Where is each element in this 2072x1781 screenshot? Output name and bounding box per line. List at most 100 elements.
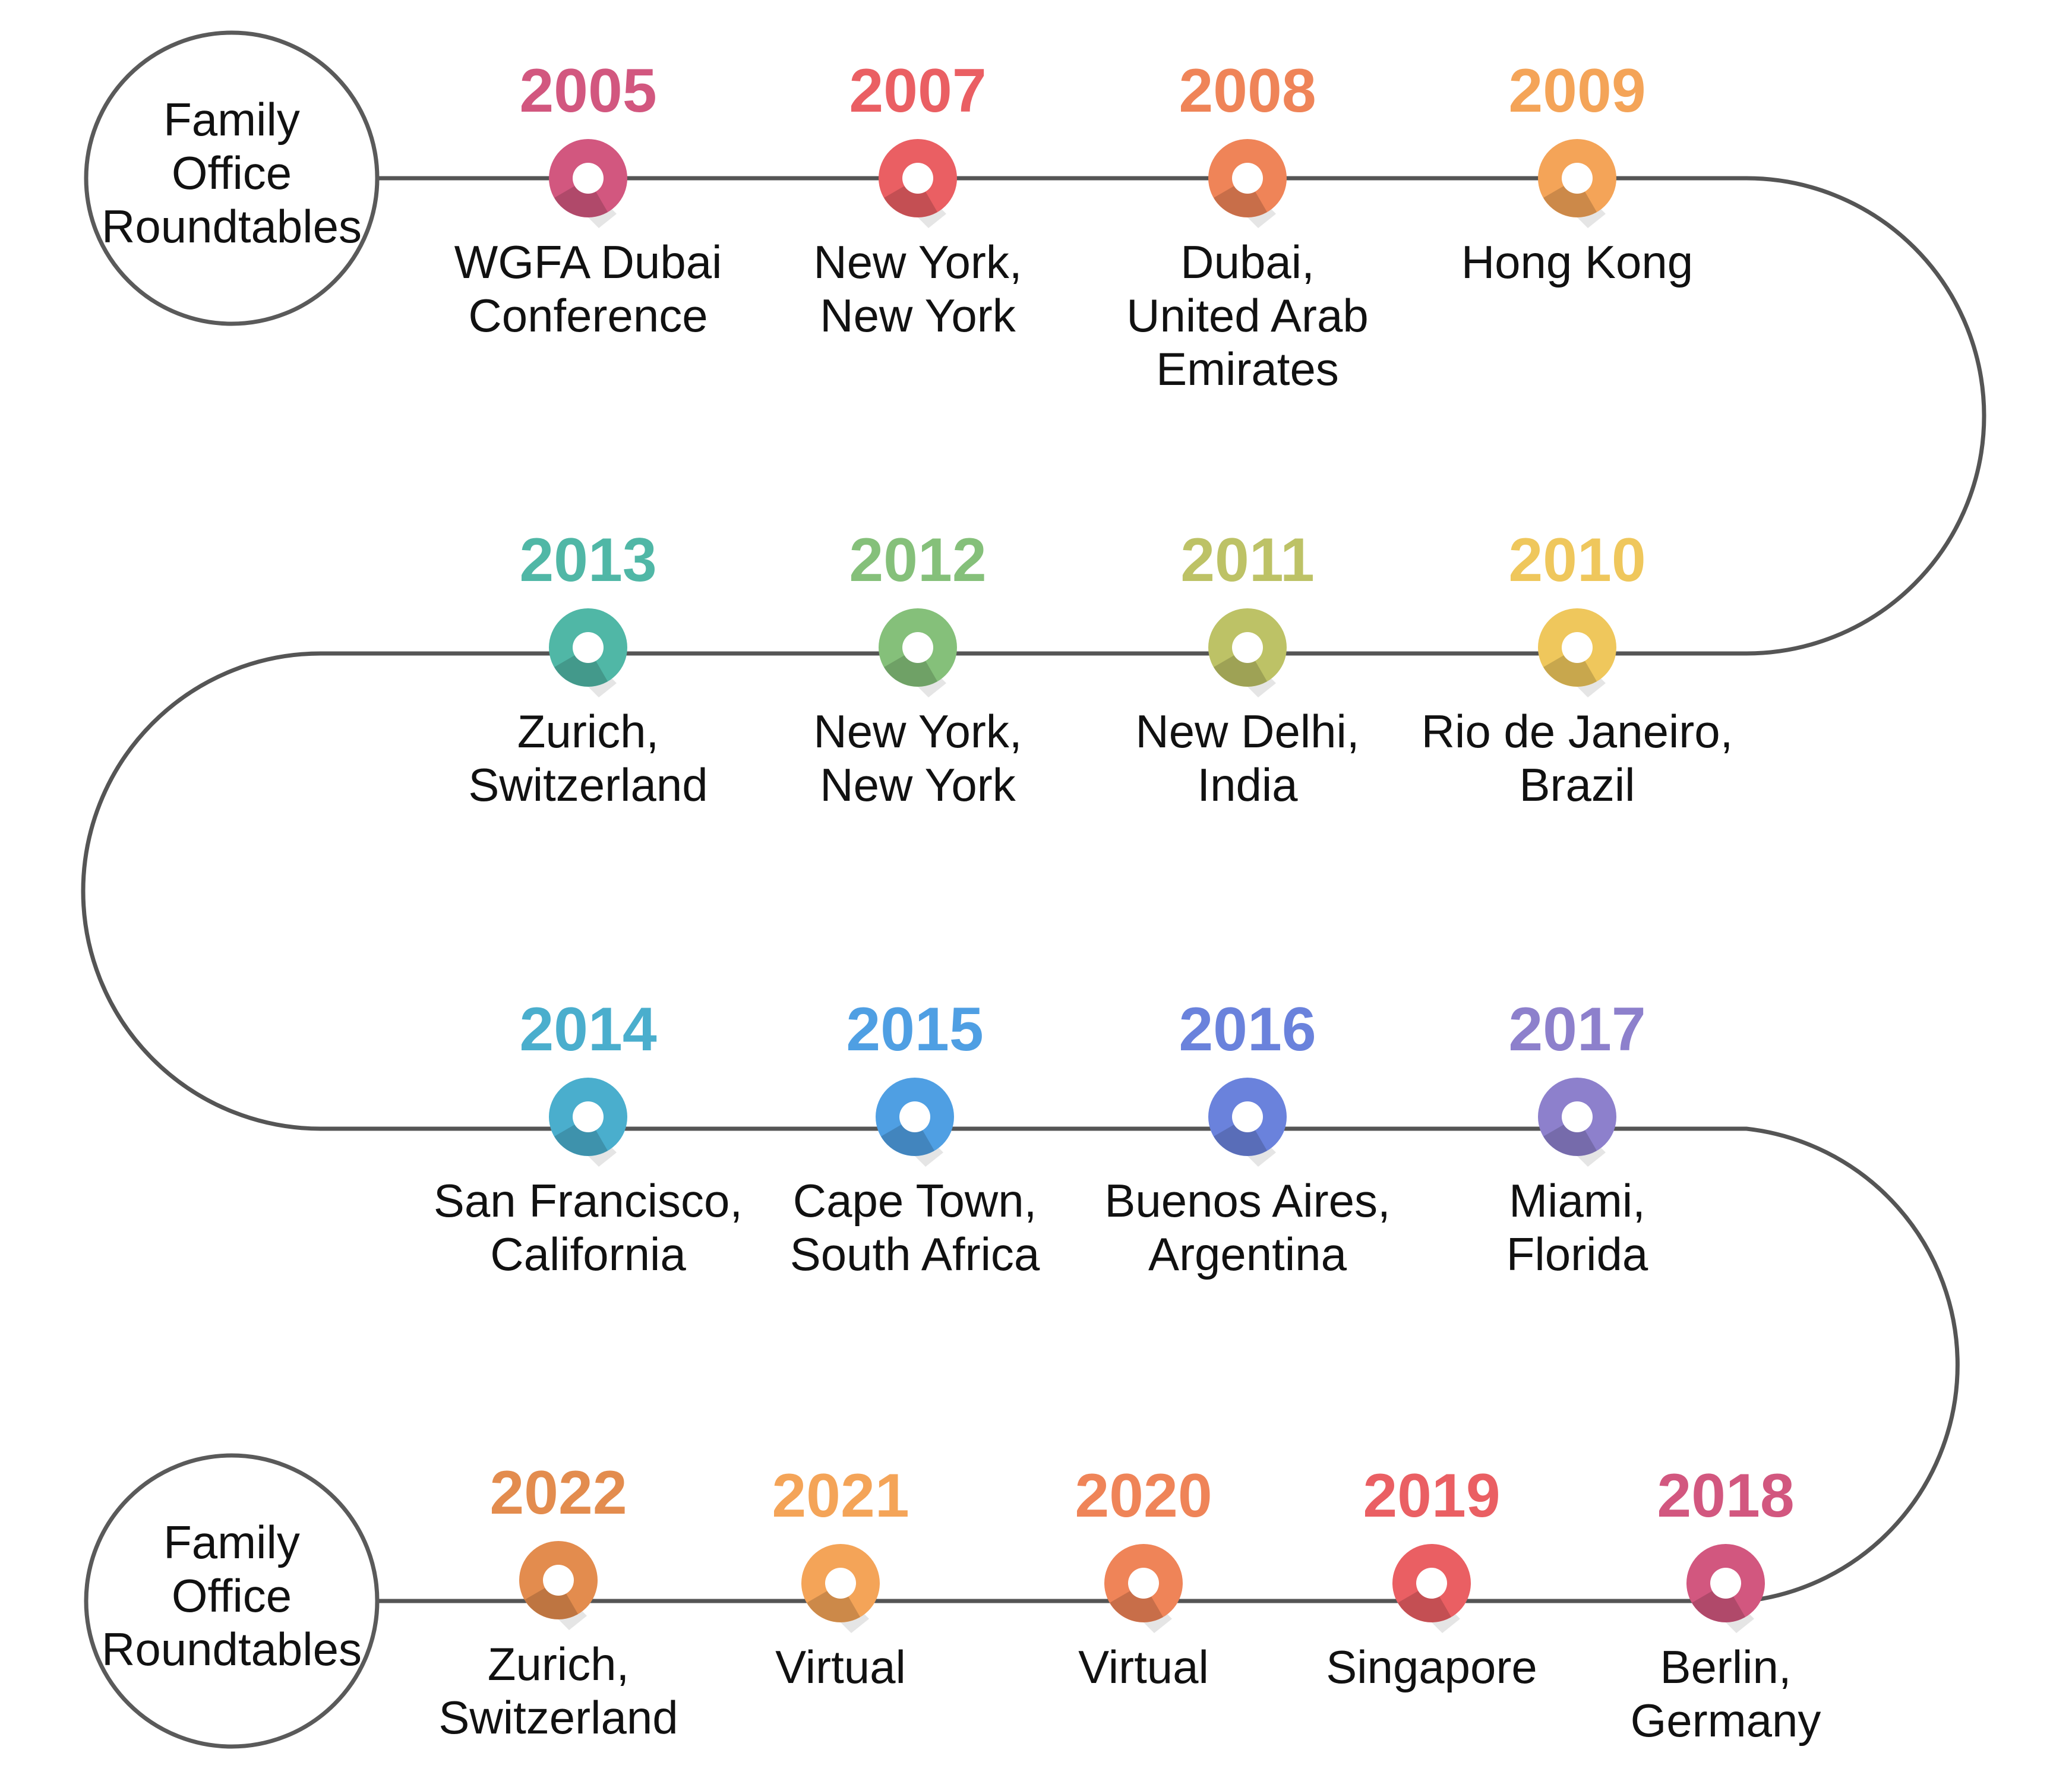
event-location-line: Argentina bbox=[1148, 1228, 1347, 1280]
marker-ring-shade bbox=[554, 648, 608, 687]
event-location-line: Switzerland bbox=[438, 1691, 678, 1744]
end-node: Family Office Roundtables bbox=[84, 1453, 380, 1749]
event-2022: 2022 Zurich,Switzerland bbox=[438, 1458, 678, 1744]
event-2017: 2017 Miami,Florida bbox=[1506, 995, 1648, 1280]
event-location-line: Emirates bbox=[1156, 343, 1339, 395]
marker-ring-shade bbox=[881, 1117, 934, 1156]
marker-center bbox=[1416, 1568, 1447, 1599]
marker-ring-shade bbox=[807, 1583, 860, 1622]
marker-ring-shade bbox=[1214, 178, 1267, 217]
event-year: 2005 bbox=[519, 56, 656, 125]
start-circle bbox=[84, 30, 380, 326]
event-2015: 2015 Cape Town,South Africa bbox=[790, 995, 1040, 1280]
event-year: 2018 bbox=[1657, 1461, 1794, 1530]
marker-center bbox=[1232, 1101, 1263, 1132]
marker-center bbox=[1128, 1568, 1159, 1599]
event-location-line: Florida bbox=[1506, 1228, 1648, 1280]
event-location-line: Singapore bbox=[1326, 1641, 1537, 1693]
event-location-line: Brazil bbox=[1519, 759, 1635, 811]
event-location-line: Miami, bbox=[1509, 1174, 1645, 1227]
marker-center bbox=[1710, 1568, 1741, 1599]
marker-ring-shade bbox=[1214, 648, 1267, 687]
end-label-line-3: Roundtables bbox=[102, 1623, 362, 1675]
event-location-line: Germany bbox=[1631, 1694, 1821, 1747]
event-location-line: Zurich, bbox=[517, 705, 659, 757]
marker-ring-shade bbox=[554, 178, 608, 217]
event-location-line: South Africa bbox=[790, 1228, 1040, 1280]
event-location-line: India bbox=[1197, 759, 1298, 811]
marker-center bbox=[1232, 632, 1263, 663]
event-location-line: New York, bbox=[813, 705, 1022, 757]
event-year: 2016 bbox=[1179, 995, 1316, 1064]
event-location-line: Virtual bbox=[775, 1641, 906, 1693]
marker-center bbox=[902, 163, 933, 194]
marker-ring-shade bbox=[1543, 1117, 1597, 1156]
marker-center bbox=[573, 1101, 604, 1132]
event-year: 2014 bbox=[519, 995, 657, 1064]
event-2019: 2019 Singapore bbox=[1326, 1461, 1537, 1693]
start-label-line-2: Office bbox=[172, 147, 292, 199]
event-location-line: Cape Town, bbox=[793, 1174, 1037, 1227]
event-2021: 2021 Virtual bbox=[772, 1461, 909, 1693]
marker-center bbox=[543, 1565, 574, 1596]
marker-ring-shade bbox=[1398, 1583, 1451, 1622]
event-location-line: New York bbox=[820, 289, 1016, 342]
event-location-line: Buenos Aires, bbox=[1104, 1174, 1390, 1227]
marker-center bbox=[573, 632, 604, 663]
event-location-line: San Francisco, bbox=[434, 1174, 743, 1227]
event-2009: 2009 Hong Kong bbox=[1461, 56, 1693, 288]
event-year: 2017 bbox=[1508, 995, 1645, 1064]
end-label-line-1: Family bbox=[163, 1516, 300, 1568]
marker-center bbox=[899, 1101, 930, 1132]
marker-center bbox=[1562, 632, 1593, 663]
event-2011: 2011 New Delhi,India bbox=[1135, 526, 1359, 811]
marker-center bbox=[902, 632, 933, 663]
marker-center bbox=[1562, 163, 1593, 194]
end-label-line-2: Office bbox=[172, 1570, 292, 1622]
event-location-line: Rio de Janeiro, bbox=[1422, 705, 1733, 757]
marker-ring-shade bbox=[1214, 1117, 1267, 1156]
start-node: Family Office Roundtables bbox=[84, 30, 380, 326]
start-label-line-3: Roundtables bbox=[102, 200, 362, 252]
event-year: 2008 bbox=[1179, 56, 1316, 125]
event-2012: 2012 New York,New York bbox=[813, 526, 1022, 811]
event-year: 2010 bbox=[1508, 526, 1645, 595]
event-location-line: New York, bbox=[813, 236, 1022, 288]
event-location-line: Dubai, bbox=[1180, 236, 1314, 288]
marker-ring-shade bbox=[1543, 178, 1597, 217]
event-year: 2007 bbox=[849, 56, 986, 125]
event-year: 2019 bbox=[1363, 1461, 1500, 1530]
marker-center bbox=[1232, 163, 1263, 194]
event-location-line: New Delhi, bbox=[1135, 705, 1359, 757]
event-location-line: Switzerland bbox=[468, 759, 707, 811]
event-location-line: California bbox=[490, 1228, 686, 1280]
event-location-line: Hong Kong bbox=[1461, 236, 1693, 288]
marker-ring-shade bbox=[884, 178, 937, 217]
event-location-line: Berlin, bbox=[1660, 1641, 1791, 1693]
event-year: 2009 bbox=[1508, 56, 1645, 125]
event-2013: 2013 Zurich,Switzerland bbox=[468, 526, 707, 811]
marker-ring-shade bbox=[1543, 648, 1597, 687]
event-year: 2022 bbox=[489, 1458, 627, 1527]
event-location-line: United Arab bbox=[1126, 289, 1369, 342]
event-2007: 2007 New York,New York bbox=[813, 56, 1022, 342]
event-year: 2011 bbox=[1180, 526, 1315, 595]
event-year: 2020 bbox=[1075, 1461, 1212, 1530]
start-label-line-1: Family bbox=[163, 93, 300, 146]
timeline-path bbox=[81, 176, 1986, 1603]
event-2020: 2020 Virtual bbox=[1075, 1461, 1212, 1693]
marker-ring-shade bbox=[525, 1580, 578, 1619]
event-location-line: New York bbox=[820, 759, 1016, 811]
marker-center bbox=[1562, 1101, 1593, 1132]
event-location-line: Virtual bbox=[1078, 1641, 1209, 1693]
marker-center bbox=[573, 163, 604, 194]
end-circle bbox=[84, 1453, 380, 1749]
event-year: 2021 bbox=[772, 1461, 909, 1530]
event-2018: 2018 Berlin,Germany bbox=[1631, 1461, 1821, 1747]
marker-ring-shade bbox=[554, 1117, 608, 1156]
event-year: 2013 bbox=[519, 526, 656, 595]
event-location-line: Zurich, bbox=[488, 1638, 629, 1690]
